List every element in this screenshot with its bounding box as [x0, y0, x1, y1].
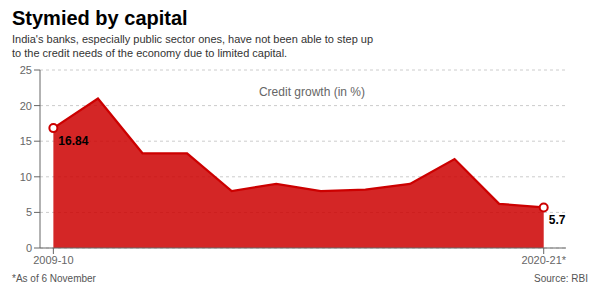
svg-text:Credit growth (in %): Credit growth (in %): [259, 85, 365, 99]
svg-text:10: 10: [20, 171, 32, 183]
html-text:Stymied by capital: Stymied by capital: [12, 7, 188, 29]
svg-text:2020-21*: 2020-21*: [521, 254, 566, 266]
svg-text:0: 0: [26, 242, 32, 254]
svg-text:20: 20: [20, 100, 32, 112]
svg-text:25: 25: [20, 64, 32, 76]
html-text:*As of 6 November: *As of 6 November: [12, 273, 96, 284]
svg-text:16.84: 16.84: [58, 134, 88, 148]
svg-text:15: 15: [20, 135, 32, 147]
svg-text:2009-10: 2009-10: [33, 254, 73, 266]
html-text:India's banks, especially publ: India's banks, especially public sector …: [12, 33, 374, 59]
svg-text:5: 5: [26, 206, 32, 218]
html-text:Source: RBI: Source: RBI: [534, 273, 588, 284]
svg-text:5.7: 5.7: [549, 213, 566, 227]
